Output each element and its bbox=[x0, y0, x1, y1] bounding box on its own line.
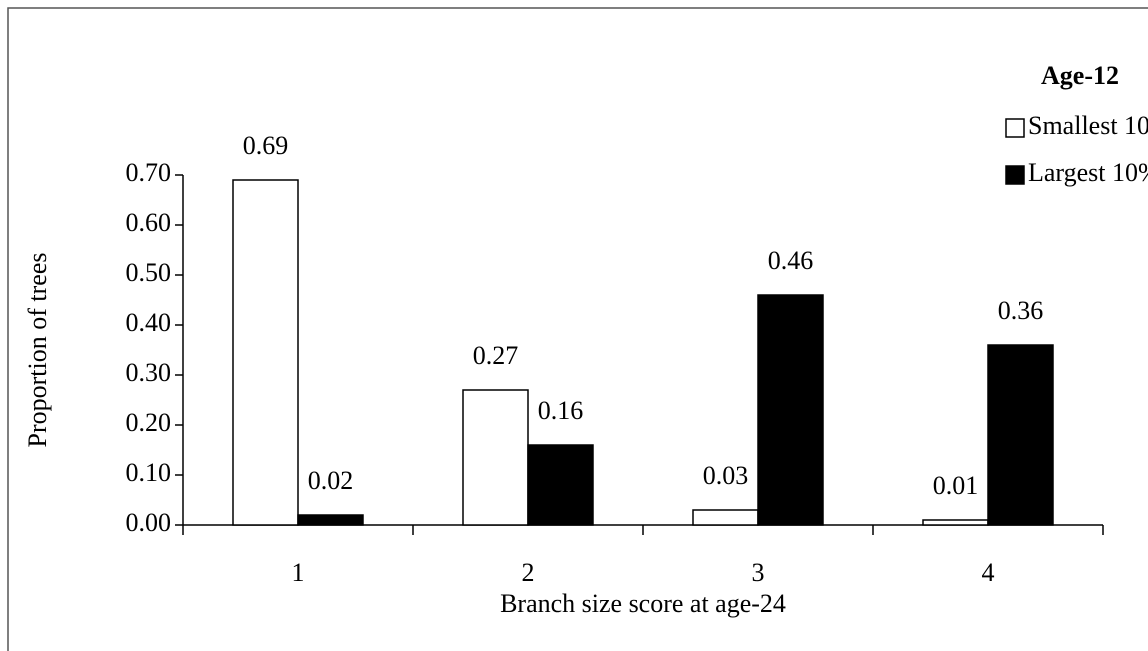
y-tick-label: 0.30 bbox=[126, 358, 172, 387]
legend-label: Largest 10% bbox=[1028, 158, 1148, 187]
data-label: 0.02 bbox=[308, 466, 354, 495]
bar bbox=[527, 444, 594, 526]
x-axis-label: Branch size score at age-24 bbox=[500, 589, 786, 618]
bar bbox=[232, 179, 299, 526]
bar bbox=[987, 344, 1054, 526]
bar bbox=[692, 509, 759, 526]
x-tick-label: 1 bbox=[292, 558, 305, 587]
bar bbox=[297, 514, 364, 526]
legend-swatch bbox=[1005, 118, 1025, 138]
bar bbox=[922, 519, 989, 526]
y-tick-label: 0.00 bbox=[126, 508, 172, 537]
data-label: 0.27 bbox=[473, 341, 519, 370]
legend-swatch bbox=[1005, 165, 1025, 185]
y-tick-label: 0.60 bbox=[126, 208, 172, 237]
x-tick-label: 3 bbox=[752, 558, 765, 587]
legend-label: Smallest 10% bbox=[1028, 111, 1148, 140]
frame bbox=[7, 7, 1148, 651]
data-label: 0.16 bbox=[538, 396, 584, 425]
bar bbox=[462, 389, 529, 526]
y-tick-label: 0.20 bbox=[126, 408, 172, 437]
x-tick-label: 2 bbox=[522, 558, 535, 587]
data-label: 0.36 bbox=[998, 296, 1044, 325]
y-tick-label: 0.40 bbox=[126, 308, 172, 337]
data-label: 0.69 bbox=[243, 131, 289, 160]
y-axis-label: Proportion of trees bbox=[23, 253, 52, 448]
data-label: 0.01 bbox=[933, 471, 979, 500]
data-label: 0.03 bbox=[703, 461, 749, 490]
legend-title: Age-12 bbox=[1041, 61, 1119, 90]
y-tick-label: 0.10 bbox=[126, 458, 172, 487]
bar bbox=[757, 294, 824, 526]
data-label: 0.46 bbox=[768, 246, 814, 275]
x-tick-label: 4 bbox=[982, 558, 995, 587]
y-tick-label: 0.50 bbox=[126, 258, 172, 287]
y-tick-label: 0.70 bbox=[126, 158, 172, 187]
